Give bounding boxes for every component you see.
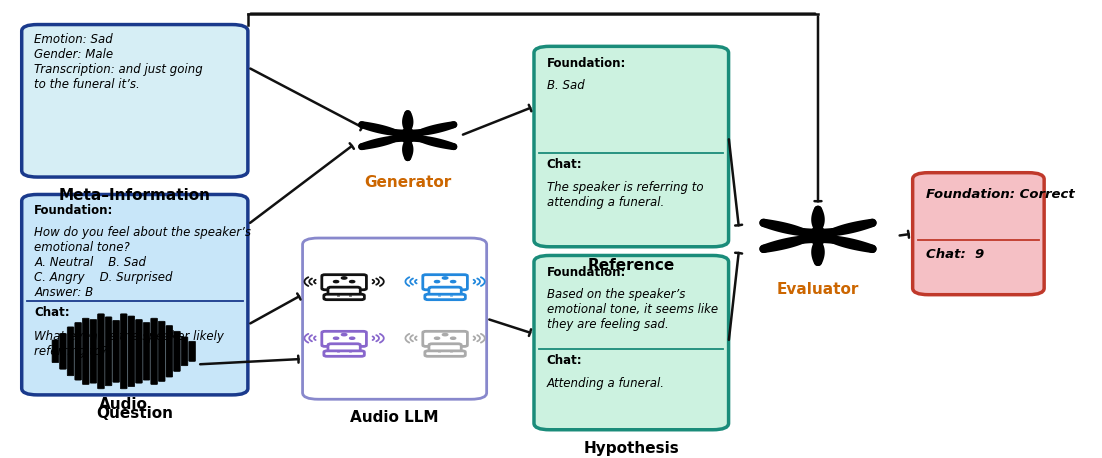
FancyBboxPatch shape [22, 195, 248, 395]
FancyBboxPatch shape [52, 340, 58, 363]
FancyBboxPatch shape [22, 25, 248, 177]
FancyBboxPatch shape [322, 331, 367, 346]
FancyBboxPatch shape [303, 238, 487, 399]
Text: Foundation:: Foundation: [34, 204, 114, 217]
FancyBboxPatch shape [181, 337, 187, 365]
FancyBboxPatch shape [166, 326, 173, 377]
Circle shape [434, 337, 440, 339]
Text: Audio: Audio [99, 397, 148, 412]
Text: Foundation:: Foundation: [547, 267, 626, 279]
Text: Generator: Generator [364, 175, 452, 190]
FancyBboxPatch shape [534, 256, 728, 430]
Text: Chat:: Chat: [547, 158, 582, 171]
FancyBboxPatch shape [429, 287, 462, 296]
Text: Chat:: Chat: [547, 354, 582, 367]
FancyBboxPatch shape [106, 317, 111, 386]
Text: Question: Question [96, 406, 173, 421]
FancyBboxPatch shape [60, 333, 66, 369]
Text: Emotion: Sad
Gender: Male
Transcription: and just going
to the funeral it’s.: Emotion: Sad Gender: Male Transcription:… [34, 33, 203, 91]
Circle shape [342, 277, 347, 279]
Circle shape [349, 337, 355, 339]
Text: What event is the speaker likely
referring to?: What event is the speaker likely referri… [34, 330, 224, 358]
FancyBboxPatch shape [151, 318, 158, 384]
FancyBboxPatch shape [425, 351, 465, 356]
Text: Audio LLM: Audio LLM [350, 410, 439, 425]
FancyBboxPatch shape [328, 287, 360, 296]
Text: Foundation:: Foundation: [547, 57, 626, 70]
FancyBboxPatch shape [912, 173, 1045, 294]
FancyBboxPatch shape [136, 320, 142, 383]
Text: Foundation: Correct: Foundation: Correct [927, 188, 1076, 201]
Circle shape [434, 280, 440, 283]
FancyBboxPatch shape [174, 331, 181, 371]
FancyBboxPatch shape [328, 344, 360, 353]
Text: Reference: Reference [587, 258, 674, 273]
FancyBboxPatch shape [128, 316, 134, 387]
FancyBboxPatch shape [425, 294, 465, 300]
FancyBboxPatch shape [534, 46, 728, 247]
FancyBboxPatch shape [75, 322, 82, 380]
Text: Chat:: Chat: [34, 305, 69, 319]
FancyBboxPatch shape [423, 275, 467, 290]
Circle shape [451, 337, 456, 339]
Text: Chat:  9: Chat: 9 [927, 248, 984, 261]
FancyBboxPatch shape [429, 344, 462, 353]
FancyBboxPatch shape [188, 341, 195, 361]
Circle shape [334, 337, 338, 339]
Circle shape [451, 280, 456, 283]
FancyBboxPatch shape [83, 318, 89, 384]
FancyBboxPatch shape [159, 321, 165, 382]
Text: Attending a funeral.: Attending a funeral. [547, 377, 665, 391]
FancyBboxPatch shape [98, 314, 105, 389]
Circle shape [442, 333, 447, 336]
Text: Evaluator: Evaluator [777, 282, 860, 297]
FancyBboxPatch shape [324, 351, 365, 356]
Circle shape [442, 277, 447, 279]
Circle shape [334, 280, 338, 283]
Text: The speaker is referring to
attending a funeral.: The speaker is referring to attending a … [547, 181, 703, 209]
Text: B. Sad: B. Sad [547, 79, 584, 92]
FancyBboxPatch shape [322, 275, 367, 290]
FancyBboxPatch shape [112, 321, 119, 382]
FancyBboxPatch shape [120, 314, 127, 389]
Circle shape [342, 333, 347, 336]
FancyBboxPatch shape [67, 327, 74, 376]
FancyBboxPatch shape [423, 331, 467, 346]
Text: Meta–Information: Meta–Information [58, 188, 210, 203]
FancyBboxPatch shape [143, 322, 150, 380]
Text: How do you feel about the speaker’s
emotional tone?
A. Neutral    B. Sad
C. Angr: How do you feel about the speaker’s emot… [34, 226, 251, 299]
Circle shape [349, 280, 355, 283]
Text: Hypothesis: Hypothesis [583, 441, 679, 456]
Text: Based on the speaker’s
emotional tone, it seems like
they are feeling sad.: Based on the speaker’s emotional tone, i… [547, 288, 717, 331]
FancyBboxPatch shape [324, 294, 365, 300]
FancyBboxPatch shape [90, 320, 97, 383]
